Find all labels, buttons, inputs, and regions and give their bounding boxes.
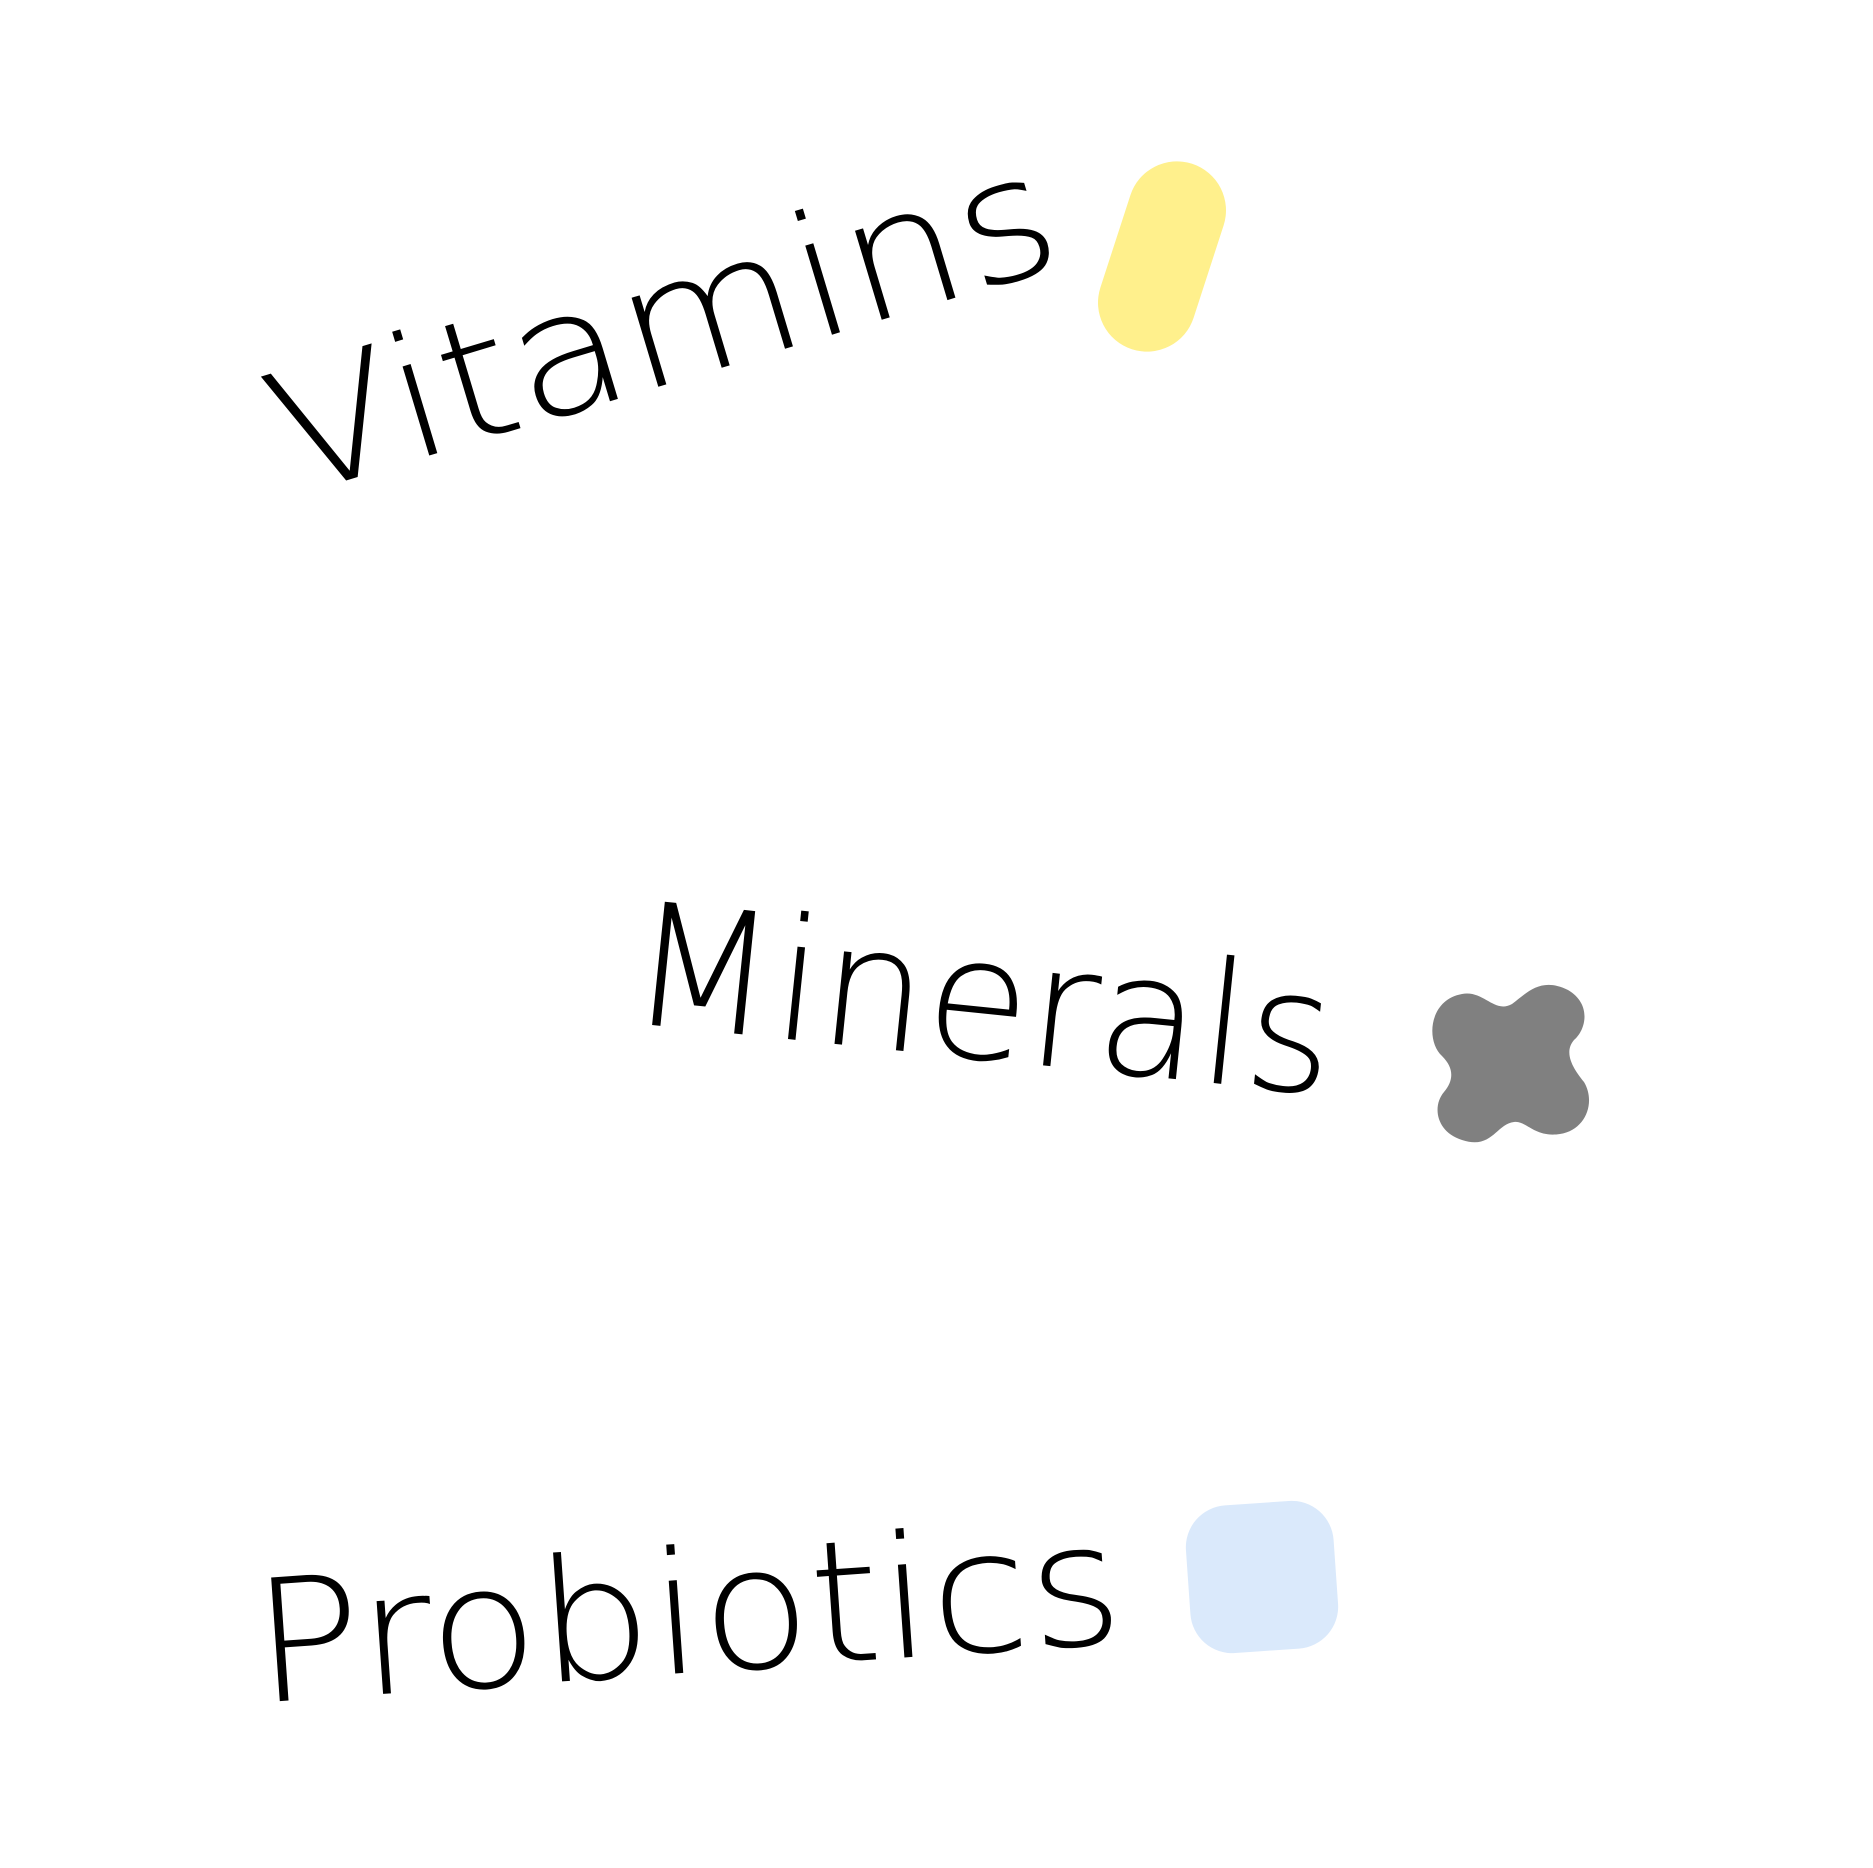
probiotics-label: Probiotics (247, 1485, 1129, 1744)
probiotics-item: Probiotics (247, 1485, 1128, 1743)
minerals-item: Minerals (621, 866, 1353, 1136)
pill-icon (1085, 148, 1239, 365)
rounded-square-icon (1183, 1498, 1341, 1656)
cross-icon (1432, 984, 1590, 1143)
vitamins-item: Vitamins (246, 114, 1079, 537)
vitamins-label: Vitamins (245, 113, 1080, 537)
minerals-label: Minerals (621, 866, 1345, 1136)
